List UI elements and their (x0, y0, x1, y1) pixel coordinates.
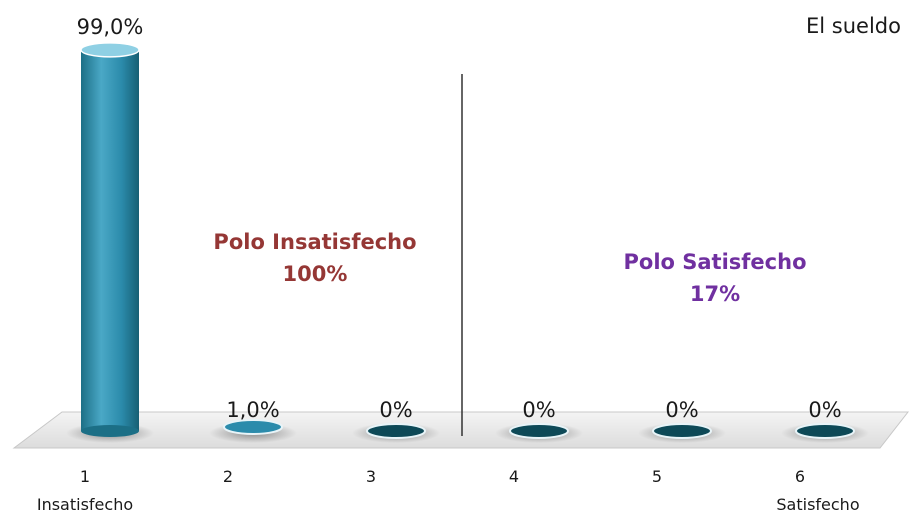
pole-satisfecho-annotation: Polo Satisfecho 17% (565, 246, 865, 310)
category-tick-label: 6 (795, 467, 805, 486)
data-label: 1,0% (226, 398, 279, 422)
category-tick-label: 4 (509, 467, 519, 486)
bar (223, 419, 283, 435)
data-label: 0% (665, 398, 698, 422)
pole-satisfecho-label: Polo Satisfecho (623, 250, 807, 274)
bar (652, 423, 712, 439)
data-label: 0% (522, 398, 555, 422)
category-tick-label: 1 (80, 467, 90, 486)
category-tick-label: 5 (652, 467, 662, 486)
chart-title: El sueldo (806, 14, 901, 38)
bar (81, 49, 139, 431)
category-tick-label: 2 (223, 467, 233, 486)
pole-insatisfecho-value: 100% (282, 262, 348, 286)
bar (366, 423, 426, 439)
category-tick-label: 3 (366, 467, 376, 486)
data-label: 0% (379, 398, 412, 422)
category-sublabel: Satisfecho (776, 495, 859, 514)
bar (509, 423, 569, 439)
pole-insatisfecho-annotation: Polo Insatisfecho 100% (170, 226, 460, 290)
category-sublabel: Insatisfecho (37, 495, 133, 514)
data-label: 0% (808, 398, 841, 422)
data-label: 99,0% (77, 15, 144, 39)
pole-satisfecho-value: 17% (689, 282, 741, 306)
bar-top (80, 42, 140, 58)
pole-insatisfecho-label: Polo Insatisfecho (213, 230, 417, 254)
bar-base (81, 425, 139, 437)
bar (795, 423, 855, 439)
